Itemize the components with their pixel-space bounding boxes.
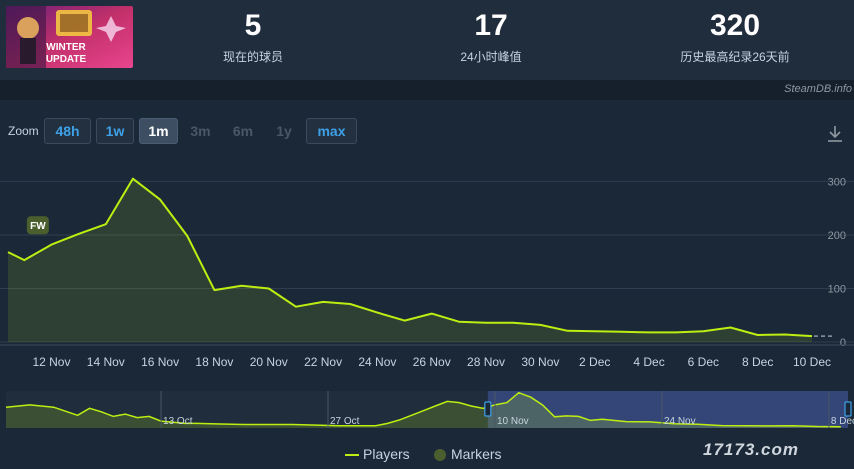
zoom-1w-button[interactable]: 1w — [96, 118, 134, 144]
chart-markers[interactable]: FW — [26, 216, 49, 235]
stat-value: 320 — [709, 9, 761, 42]
legend-markers-swatch — [434, 449, 446, 462]
x-tick-label: 12 Nov — [32, 355, 70, 369]
navigator-label: 10 Nov — [497, 416, 529, 427]
watermark-text: 17173.com — [703, 440, 799, 459]
marker-badge — [26, 216, 49, 235]
zoom-max-button[interactable]: max — [306, 118, 357, 144]
y-tick-label: 300 — [828, 176, 846, 188]
stat-label: 24小时峰值 — [460, 50, 522, 64]
stat-label: 历史最高纪录26天前 — [680, 50, 790, 64]
x-tick-label: 14 Nov — [87, 355, 125, 369]
legend-players-label: Players — [363, 446, 410, 462]
y-tick-label: 200 — [828, 230, 846, 242]
x-tick-label: 18 Nov — [195, 355, 233, 369]
legend-players[interactable]: Players — [345, 446, 410, 462]
navigator-label: 8 Dec — [831, 416, 854, 427]
x-tick-label: 10 Dec — [793, 355, 831, 369]
navigator-label: 27 Oct — [330, 416, 360, 427]
game-art-image: WINTER UPDATE — [6, 6, 133, 68]
navigator-handle-right[interactable] — [844, 401, 852, 417]
stat-value: 5 — [244, 9, 262, 42]
navigator-area — [6, 392, 841, 428]
players-area — [8, 178, 812, 342]
stats-header: WINTER UPDATE 5 现在的球员 17 24小时峰值 320 历史最高… — [0, 0, 854, 80]
x-tick-label: 22 Nov — [304, 355, 342, 369]
stat-value: 17 — [474, 9, 508, 42]
x-tick-label: 24 Nov — [358, 355, 396, 369]
navigator-line — [5, 391, 841, 428]
stat-current-players: 5 现在的球员 — [153, 8, 353, 65]
x-axis-ticks: 12 Nov 14 Nov 16 Nov 18 Nov 20 Nov 22 Nov 24 N… — [0, 344, 854, 369]
stat-label: 现在的球员 — [222, 50, 283, 64]
legend-markers[interactable]: Markers — [433, 446, 502, 462]
game-thumbnail[interactable]: WINTER UPDATE — [6, 6, 133, 68]
thumb-text-2: UPDATE — [46, 54, 87, 65]
x-tick-label: 20 Nov — [250, 355, 288, 369]
x-tick-label: 16 Nov — [141, 355, 179, 369]
y-tick-label: 100 — [828, 283, 846, 295]
navigator-label: 24 Nov — [664, 416, 696, 427]
zoom-3m-button[interactable]: 3m — [190, 123, 211, 139]
marker-label: FW — [30, 221, 46, 232]
stat-all-time-peak: 320 历史最高纪录26天前 — [635, 8, 835, 65]
navigator-label: 13 Oct — [163, 416, 193, 427]
x-tick-label: 6 Dec — [688, 355, 719, 369]
x-tick-label: 28 Nov — [467, 355, 505, 369]
y-tick-label: 0 — [840, 337, 846, 349]
zoom-label: Zoom — [8, 124, 39, 138]
navigator-handle-left[interactable] — [484, 401, 492, 417]
thumb-text-1: WINTER — [46, 42, 86, 53]
legend-markers-label: Markers — [451, 446, 502, 462]
x-tick-label: 8 Dec — [742, 355, 773, 369]
x-tick-label: 4 Dec — [633, 355, 664, 369]
y-axis-ticks: 300 200 100 0 — [828, 176, 846, 349]
x-tick-label: 2 Dec — [579, 355, 610, 369]
player-count-chart[interactable]: 300 200 100 0 FW 12 Nov 14 Nov 16 Nov 18 Nov 20… — [0, 150, 854, 440]
steamdb-credit[interactable]: SteamDB.info — [784, 83, 852, 95]
zoom-48h-button[interactable]: 48h — [44, 118, 91, 144]
stat-24h-peak: 17 24小时峰值 — [391, 8, 591, 65]
credit-bar: SteamDB.info — [0, 80, 854, 100]
zoom-1m-button[interactable]: 1m — [139, 118, 178, 144]
download-icon[interactable] — [826, 124, 844, 144]
zoom-6m-button[interactable]: 6m — [232, 123, 254, 139]
gridlines — [0, 180, 854, 343]
x-tick-label: 26 Nov — [413, 355, 451, 369]
players-line — [7, 177, 813, 338]
legend-players-swatch — [345, 454, 359, 457]
x-tick-label: 30 Nov — [521, 355, 559, 369]
zoom-1y-button[interactable]: 1y — [276, 123, 292, 139]
range-navigator[interactable]: 13 Oct 27 Oct 10 Nov 24 Nov 8 Dec — [5, 391, 854, 428]
